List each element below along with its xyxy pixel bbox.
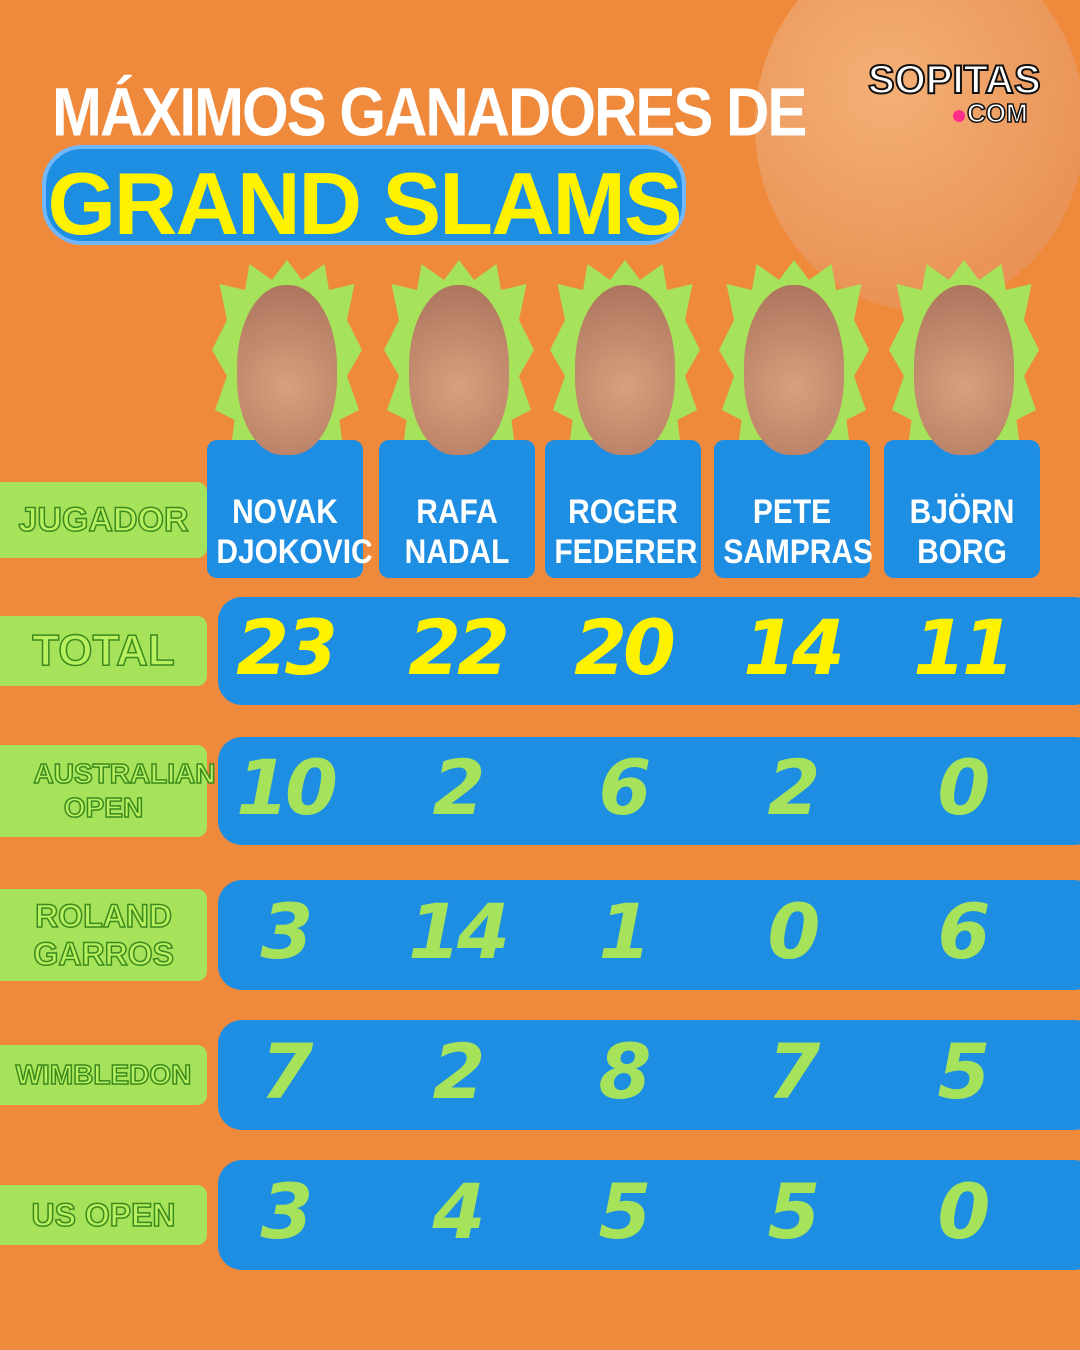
player-name: RAFA NADAL (388, 492, 525, 572)
logo-main: SOPITAS (867, 57, 1042, 103)
player-name: NOVAK DJOKOVIC (216, 492, 373, 572)
row-label: WIMBLEDON (0, 1045, 207, 1105)
player-last-name: SAMPRAS (723, 533, 873, 571)
player-photo (744, 285, 844, 455)
player-last-name: DJOKOVIC (216, 533, 373, 571)
row-band (218, 737, 1080, 845)
title-line1: MÁXIMOS GANADORES DE (52, 73, 807, 151)
row-label: TOTAL (0, 616, 207, 686)
value-cell: 22 (408, 603, 510, 692)
value-cell: 5 (937, 1027, 991, 1116)
row-label-text: TOTAL (31, 625, 175, 675)
player-photo (914, 285, 1014, 455)
player-last-name: NADAL (404, 533, 510, 571)
player-column: ROGER FEDERER (545, 260, 705, 580)
player-last-name: BORG (917, 533, 1007, 571)
player-first-name: RAFA (416, 493, 498, 531)
row-label-text: WIMBLEDON (15, 1058, 192, 1091)
row-label-text: ROLAND GARROS (33, 897, 175, 973)
row-band (218, 1020, 1080, 1130)
player-name-box: PETE SAMPRAS (714, 440, 873, 578)
value-cell: 3 (260, 1167, 314, 1256)
value-cell: 11 (913, 603, 1015, 692)
row-band (218, 597, 1080, 705)
value-cell: 8 (598, 1027, 652, 1116)
logo-sub-text: COM (966, 97, 1028, 129)
player-name-box: BJÖRN BORG (884, 440, 1040, 578)
player-name: PETE SAMPRAS (723, 492, 873, 572)
title-pill: GRAND SLAMS (42, 145, 686, 253)
player-first-name: BJÖRN (909, 493, 1015, 531)
row-label: AUSTRALIAN OPEN (0, 745, 217, 837)
row-label: US OPEN (0, 1185, 207, 1245)
player-name-box: RAFA NADAL (379, 440, 535, 578)
value-cell: 6 (598, 743, 652, 832)
player-name: BJÖRN BORG (893, 492, 1030, 572)
value-cell: 14 (743, 603, 845, 692)
player-column: BJÖRN BORG (884, 260, 1044, 580)
row-label-text: AUSTRALIAN OPEN (33, 758, 217, 824)
logo-sub: COM (953, 97, 1028, 129)
player-name: ROGER FEDERER (554, 492, 698, 572)
value-cell: 0 (767, 887, 821, 976)
sopitas-logo: SOPITAS COM (867, 57, 1048, 133)
value-cell: 10 (236, 743, 338, 832)
row-band (218, 1160, 1080, 1270)
player-first-name: ROGER (568, 493, 678, 531)
row-label: ROLAND GARROS (0, 889, 207, 981)
player-first-name: NOVAK (232, 493, 338, 531)
value-cell: 1 (598, 887, 652, 976)
player-photo (575, 285, 675, 455)
value-cell: 0 (937, 743, 991, 832)
row-header-text: JUGADOR (18, 500, 190, 540)
value-cell: 4 (432, 1167, 486, 1256)
value-cell: 5 (598, 1167, 652, 1256)
value-cell: 0 (937, 1167, 991, 1256)
logo-dot (953, 110, 965, 122)
player-column: NOVAK DJOKOVIC (207, 260, 373, 580)
value-cell: 2 (432, 1027, 486, 1116)
player-first-name: PETE (752, 493, 832, 531)
row-band (218, 880, 1080, 990)
value-cell: 2 (432, 743, 486, 832)
value-cell: 5 (767, 1167, 821, 1256)
player-column: PETE SAMPRAS (714, 260, 874, 580)
value-cell: 2 (767, 743, 821, 832)
player-photo (409, 285, 509, 455)
row-label-jugador: JUGADOR (0, 482, 207, 558)
player-last-name: FEDERER (554, 533, 698, 571)
player-photo (237, 285, 337, 455)
value-cell: 7 (767, 1027, 821, 1116)
value-cell: 23 (236, 603, 338, 692)
player-name-box: ROGER FEDERER (545, 440, 701, 578)
value-cell: 14 (408, 887, 510, 976)
title-line2: GRAND SLAMS (47, 154, 682, 253)
row-label-text: US OPEN (31, 1196, 177, 1234)
player-column: RAFA NADAL (379, 260, 539, 580)
value-cell: 6 (937, 887, 991, 976)
tennis-ball-decoration (755, 0, 1080, 310)
player-name-box: NOVAK DJOKOVIC (207, 440, 373, 578)
value-cell: 3 (260, 887, 314, 976)
value-cell: 7 (260, 1027, 314, 1116)
value-cell: 20 (574, 603, 676, 692)
